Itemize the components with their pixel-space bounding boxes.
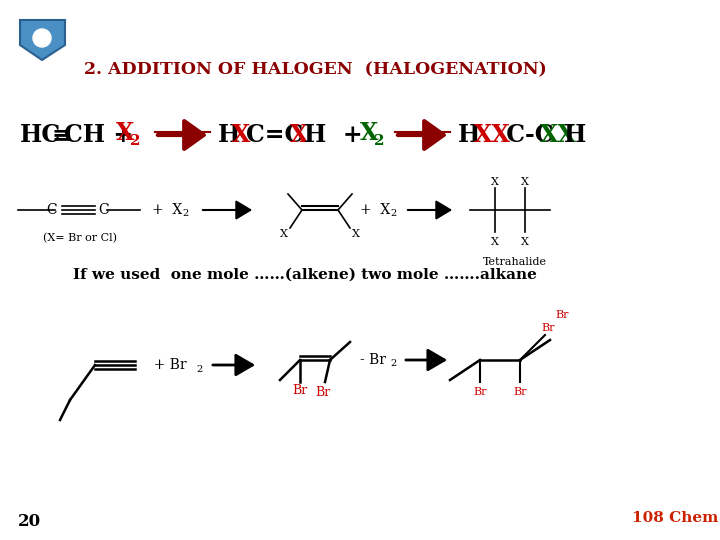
- Text: Br: Br: [541, 323, 554, 333]
- Text: X: X: [232, 123, 251, 147]
- Text: 2: 2: [182, 210, 188, 219]
- Text: XX: XX: [474, 123, 511, 147]
- Text: X: X: [491, 177, 499, 187]
- Text: Br: Br: [315, 386, 330, 399]
- Text: X: X: [521, 237, 529, 247]
- Text: 108 Chem: 108 Chem: [632, 511, 718, 525]
- Polygon shape: [20, 20, 65, 60]
- Text: X: X: [116, 121, 135, 145]
- Text: 2: 2: [390, 360, 396, 368]
- Text: Br: Br: [473, 387, 487, 397]
- Text: CH +: CH +: [64, 123, 141, 147]
- Text: Tetrahalide: Tetrahalide: [483, 257, 547, 267]
- Text: H: H: [218, 123, 240, 147]
- Text: X: X: [352, 229, 360, 239]
- Text: ≡: ≡: [51, 123, 71, 147]
- Text: H: H: [564, 123, 586, 147]
- Text: C: C: [47, 203, 58, 217]
- Text: 2: 2: [196, 364, 202, 374]
- Text: (X= Br or Cl): (X= Br or Cl): [43, 233, 117, 243]
- Text: 2: 2: [130, 134, 140, 148]
- Text: HC: HC: [20, 123, 61, 147]
- Text: Br: Br: [513, 387, 527, 397]
- Text: X: X: [521, 177, 529, 187]
- Text: 20: 20: [18, 514, 41, 530]
- Text: 2. ADDITION OF HALOGEN  (HALOGENATION): 2. ADDITION OF HALOGEN (HALOGENATION): [84, 62, 546, 78]
- Circle shape: [33, 29, 51, 47]
- Text: X: X: [360, 121, 379, 145]
- Text: If we used  one mole ……(alkene) two mole …….alkane: If we used one mole ……(alkene) two mole …: [73, 268, 537, 282]
- Text: +  X: + X: [152, 203, 182, 217]
- Text: XX: XX: [540, 123, 577, 147]
- Text: + Br: + Br: [145, 358, 186, 372]
- Text: Br: Br: [555, 310, 569, 320]
- Text: C: C: [98, 203, 109, 217]
- Text: 2: 2: [390, 210, 396, 219]
- Text: Br: Br: [292, 383, 307, 396]
- Text: C-C: C-C: [498, 123, 554, 147]
- Text: +  X: + X: [360, 203, 390, 217]
- Text: X: X: [280, 229, 288, 239]
- Text: H: H: [458, 123, 489, 147]
- Text: 2: 2: [374, 134, 384, 148]
- Text: X: X: [491, 237, 499, 247]
- Text: - Br: - Br: [360, 353, 386, 367]
- Text: C=C: C=C: [246, 123, 303, 147]
- Text: H  +: H +: [304, 123, 371, 147]
- Text: X: X: [290, 123, 308, 147]
